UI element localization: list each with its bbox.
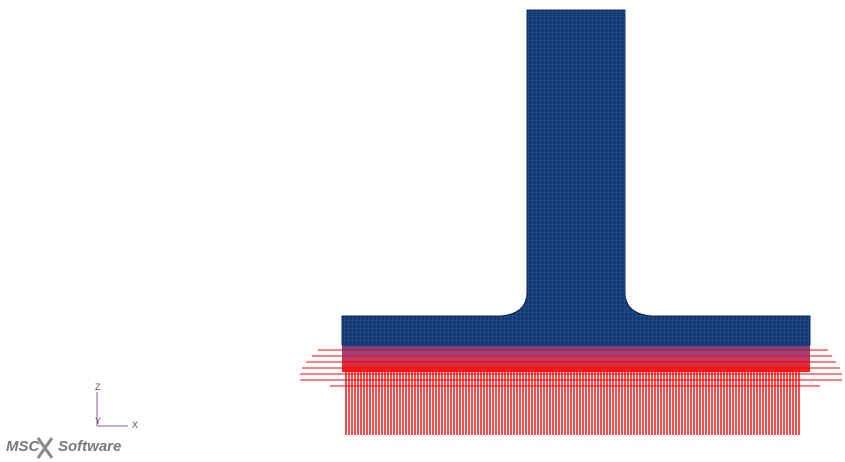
logo: MSC Software xyxy=(6,438,121,458)
logo-mark xyxy=(38,438,52,458)
viewport: Z Y X MSC Software xyxy=(0,0,845,462)
x-label: X xyxy=(132,420,138,430)
t-section-mesh xyxy=(342,10,810,345)
mesh-model xyxy=(300,10,842,435)
axis-triad: Z Y X xyxy=(95,382,138,430)
y-label: Y xyxy=(95,416,101,426)
z-label: Z xyxy=(95,382,101,392)
logo-product: Software xyxy=(58,438,121,455)
page: Z Y X MSC Software (() => { const data =… xyxy=(0,0,845,462)
logo-brand: MSC xyxy=(6,438,41,455)
